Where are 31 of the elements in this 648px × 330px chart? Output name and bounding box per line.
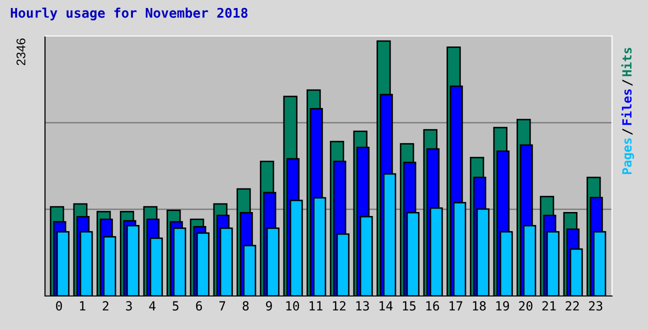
x-tick-label: 12	[332, 301, 346, 310]
text: /	[622, 128, 633, 135]
x-tick-label: 0	[56, 301, 62, 311]
x-tick-label: 5	[172, 301, 178, 311]
x-tick-label: 1	[80, 301, 86, 310]
x-tick-label: 17	[450, 301, 462, 310]
x-tick-label: 4	[149, 301, 156, 310]
x-tick-label: 7	[219, 301, 226, 310]
x-tick-label: 13	[356, 301, 369, 311]
text: 2346	[16, 38, 26, 66]
x-tick-label: 16	[426, 301, 440, 311]
text: Files	[621, 89, 632, 125]
x-tick-label: 10	[286, 301, 300, 311]
x-tick-label: 9	[266, 301, 272, 311]
chart-title: Hourly usage for November 2018	[10, 8, 248, 20]
text: Pages	[622, 138, 634, 174]
x-tick-label: 15	[402, 301, 416, 311]
x-tick-label: 19	[496, 301, 510, 311]
x-tick-label: 21	[542, 301, 556, 310]
x-tick-label: 18	[472, 301, 486, 311]
x-tick-label: 14	[380, 301, 393, 310]
x-tick-label: 11	[310, 301, 322, 310]
text: /	[622, 80, 633, 86]
x-tick-label: 8	[242, 301, 249, 311]
text: Hits	[621, 48, 632, 76]
x-tick-label: 20	[519, 301, 532, 311]
x-tick-label: 23	[589, 301, 602, 311]
x-tick-label: 22	[566, 301, 579, 310]
x-tick-label: 2	[102, 301, 108, 310]
x-tick-label: 3	[126, 301, 132, 311]
x-tick-label: 6	[196, 301, 202, 311]
